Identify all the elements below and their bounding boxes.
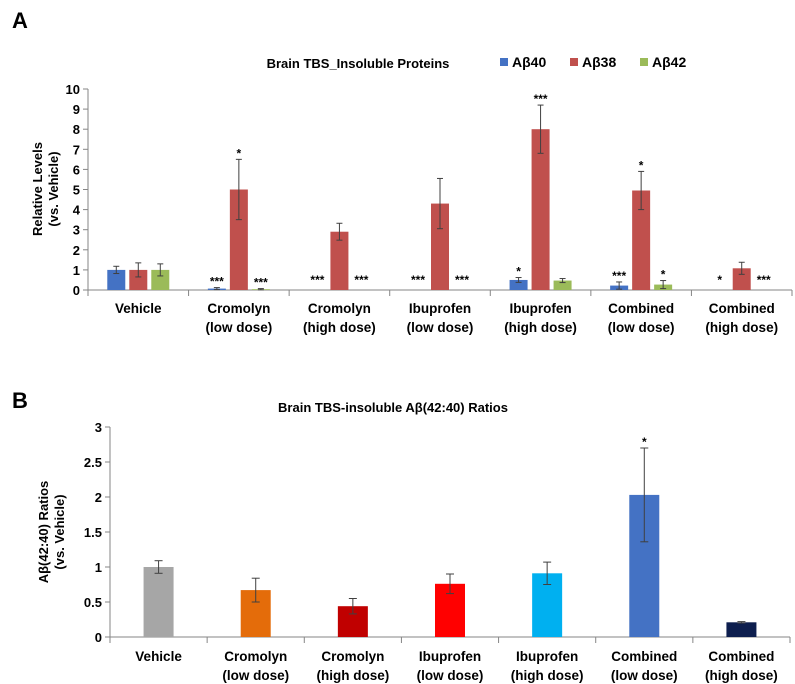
bar-a xyxy=(151,269,170,290)
significance-label-a: * xyxy=(516,265,521,279)
category-label-b: (low dose) xyxy=(611,668,678,683)
bar-b xyxy=(726,622,757,637)
y-tick-label-a: 0 xyxy=(73,283,80,298)
significance-label-a: *** xyxy=(411,273,425,287)
category-label-b: Cromolyn xyxy=(321,649,384,664)
y-axis-label-a: Relative Levels xyxy=(30,142,45,236)
category-label-b: Vehicle xyxy=(135,649,182,664)
significance-label-b: * xyxy=(642,435,647,449)
chart-title-a: Brain TBS_Insoluble Proteins xyxy=(267,56,450,71)
significance-label-a: * xyxy=(639,158,644,172)
y-tick-label-a: 8 xyxy=(73,122,80,137)
y-tick-label-b: 2 xyxy=(95,490,102,505)
category-label-a: Vehicle xyxy=(115,301,162,316)
category-label-a: (high dose) xyxy=(504,320,577,335)
bar-a xyxy=(107,269,126,290)
category-label-b: Cromolyn xyxy=(224,649,287,664)
significance-label-a: *** xyxy=(310,273,324,287)
category-label-a: (low dose) xyxy=(205,320,272,335)
bar-a xyxy=(229,189,248,290)
category-label-b: Combined xyxy=(708,649,774,664)
significance-label-a: * xyxy=(717,273,722,287)
category-label-a: (high dose) xyxy=(705,320,778,335)
legend-swatch xyxy=(570,58,578,66)
significance-label-a: *** xyxy=(210,275,224,289)
category-label-a: Cromolyn xyxy=(308,301,371,316)
y-tick-label-a: 3 xyxy=(73,223,80,238)
chart-title-b: Brain TBS-insoluble Aβ(42:40) Ratios xyxy=(278,400,508,415)
significance-label-a: *** xyxy=(612,269,626,283)
significance-label-a: *** xyxy=(455,273,469,287)
category-label-a: (low dose) xyxy=(608,320,675,335)
y-tick-label-a: 9 xyxy=(73,102,80,117)
significance-label-a: * xyxy=(661,268,666,282)
y-tick-label-a: 1 xyxy=(73,263,80,278)
significance-label-a: *** xyxy=(534,92,548,106)
y-tick-label-b: 1 xyxy=(95,560,102,575)
category-label-b: Ibuprofen xyxy=(419,649,481,664)
significance-label-a: *** xyxy=(354,273,368,287)
significance-label-a: *** xyxy=(254,276,268,290)
y-axis-label-b: (vs. Vehicle) xyxy=(52,494,67,569)
legend-swatch xyxy=(500,58,508,66)
legend-label: Aβ42 xyxy=(652,54,686,70)
bar-a xyxy=(330,231,349,290)
category-label-a: Ibuprofen xyxy=(509,301,571,316)
y-tick-label-a: 10 xyxy=(66,82,80,97)
bar-a xyxy=(129,269,148,290)
bar-a xyxy=(509,279,528,290)
significance-label-a: *** xyxy=(757,273,771,287)
bar-a xyxy=(431,203,449,290)
y-tick-label-b: 2.5 xyxy=(84,455,102,470)
y-axis-label-b: Aβ(42:40) Ratios xyxy=(36,481,51,584)
category-label-a: (low dose) xyxy=(407,320,474,335)
category-label-a: Cromolyn xyxy=(207,301,270,316)
significance-label-a: * xyxy=(237,146,242,160)
y-tick-label-a: 6 xyxy=(73,162,80,177)
category-label-a: Combined xyxy=(608,301,674,316)
category-label-b: Ibuprofen xyxy=(516,649,578,664)
y-tick-label-b: 1.5 xyxy=(84,525,102,540)
bar-a xyxy=(632,190,651,290)
y-tick-label-a: 2 xyxy=(73,243,80,258)
category-label-b: (high dose) xyxy=(511,668,584,683)
y-tick-label-a: 4 xyxy=(73,203,81,218)
bar-b xyxy=(143,567,174,637)
category-label-b: (low dose) xyxy=(417,668,484,683)
category-label-b: Combined xyxy=(611,649,677,664)
legend-label: Aβ38 xyxy=(582,54,616,70)
category-label-b: (high dose) xyxy=(316,668,389,683)
y-tick-label-b: 0 xyxy=(95,630,102,645)
bar-a xyxy=(732,268,751,290)
y-tick-label-a: 7 xyxy=(73,142,80,157)
y-tick-label-b: 3 xyxy=(95,420,102,435)
panel-letter-b: B xyxy=(12,388,28,413)
category-label-b: (high dose) xyxy=(705,668,778,683)
y-tick-label-a: 5 xyxy=(73,183,80,198)
category-label-a: Ibuprofen xyxy=(409,301,471,316)
category-label-a: Combined xyxy=(709,301,775,316)
category-label-b: (low dose) xyxy=(222,668,289,683)
panel-letter-a: A xyxy=(12,8,28,33)
legend-swatch xyxy=(640,58,648,66)
y-tick-label-b: 0.5 xyxy=(84,595,102,610)
y-axis-label-a: (vs. Vehicle) xyxy=(46,151,61,226)
bar-a xyxy=(531,129,550,290)
legend-label: Aβ40 xyxy=(512,54,546,70)
bar-a xyxy=(553,280,572,290)
category-label-a: (high dose) xyxy=(303,320,376,335)
